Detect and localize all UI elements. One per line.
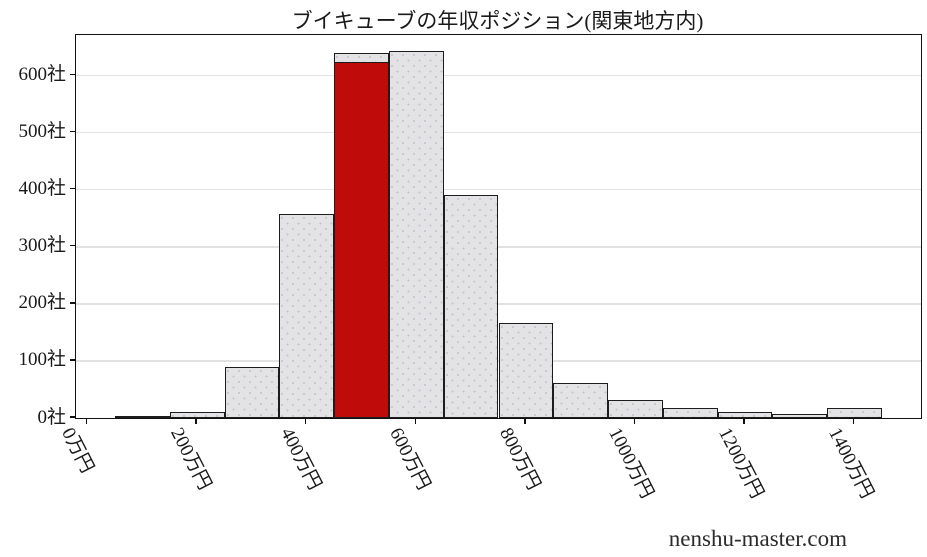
x-tick-mark [633, 418, 636, 424]
y-tick-mark [69, 416, 75, 418]
y-tick-mark [69, 359, 75, 361]
x-tick-mark [852, 418, 855, 424]
y-tick-mark [69, 130, 75, 133]
histogram-bar-400 [279, 213, 335, 418]
y-tick-label: 600社 [18, 64, 66, 86]
histogram-bar-700 [443, 195, 499, 418]
x-tick-mark [743, 418, 745, 424]
chart-title: ブイキューブの年収ポジション(関東地方内) [291, 9, 704, 33]
y-tick-mark [69, 187, 75, 190]
y-tick-mark [69, 245, 75, 247]
histogram-bar-1000 [608, 399, 663, 418]
histogram-bar-800 [498, 322, 554, 418]
histogram-bar-1200 [717, 412, 773, 418]
y-tick-label: 200社 [18, 292, 66, 314]
watermark: nenshu-master.com [668, 526, 847, 551]
gridline-500 [76, 131, 921, 134]
highlight-bar-company-position [334, 61, 389, 418]
histogram-bar-100 [114, 416, 170, 419]
x-tick-mark [305, 418, 307, 424]
plot-area [75, 34, 922, 419]
x-tick-mark [85, 418, 88, 424]
y-tick-label: 300社 [18, 235, 66, 257]
y-tick-mark [69, 73, 75, 76]
histogram-bar-1100 [662, 408, 718, 418]
x-tick-label: 200万円 [166, 424, 216, 494]
gridline-300 [76, 245, 921, 248]
y-tick-label: 0社 [37, 406, 66, 428]
x-tick-label: 1400万円 [823, 424, 878, 502]
y-tick-mark [69, 302, 75, 304]
x-tick-mark [195, 418, 197, 424]
histogram-bar-1300 [772, 414, 828, 418]
gridline-200 [76, 303, 921, 305]
y-tick-label: 400社 [18, 178, 66, 200]
x-tick-mark [414, 418, 416, 424]
x-tick-mark [524, 418, 526, 424]
x-tick-label: 600万円 [385, 424, 435, 494]
gridline-400 [76, 188, 921, 191]
histogram-bar-300 [224, 366, 280, 418]
x-tick-label: 0万円 [56, 424, 97, 477]
y-tick-label: 100社 [18, 349, 66, 371]
histogram-bar-200 [169, 412, 225, 418]
x-tick-label: 800万円 [495, 424, 544, 494]
histogram-bar-600 [388, 50, 444, 418]
y-tick-label: 500社 [18, 121, 66, 143]
x-tick-label: 1000万円 [604, 424, 658, 502]
gridline-600 [76, 74, 921, 77]
x-tick-label: 400万円 [275, 424, 325, 494]
histogram-bar-1400 [827, 408, 883, 418]
x-tick-label: 1200万円 [714, 424, 768, 502]
histogram-bar-900 [553, 382, 609, 418]
